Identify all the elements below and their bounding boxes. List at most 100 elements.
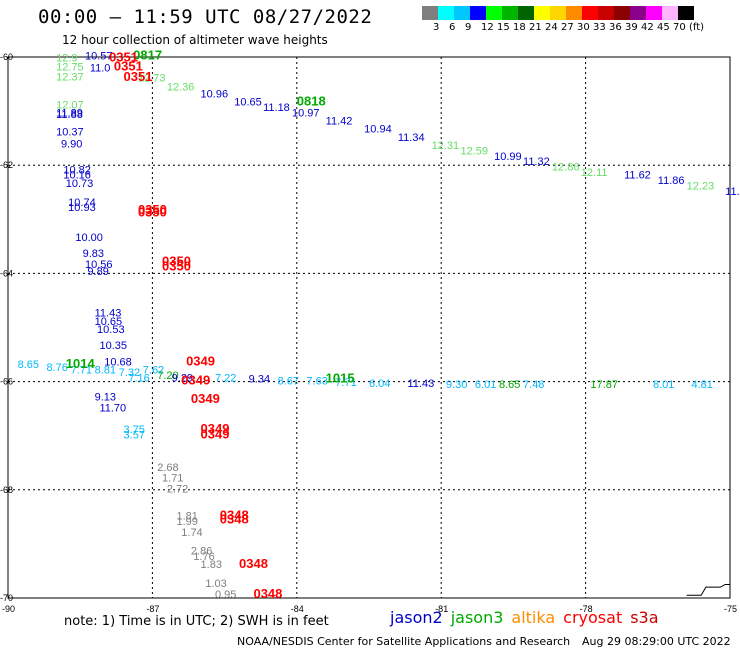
colorbar (422, 6, 694, 25)
wave-height-value: 9.13 (95, 392, 116, 404)
x-tick-label: -78 (580, 604, 593, 614)
colorbar-label: 27 (561, 22, 574, 33)
wave-height-value: 8.67 (278, 375, 299, 387)
wave-height-value: 11.88 (56, 109, 83, 121)
wave-height-value: 11.62 (624, 170, 651, 182)
colorbar-swatch (550, 6, 566, 20)
colorbar-label: 42 (641, 22, 654, 33)
wave-height-value: 11.18 (263, 102, 290, 114)
colorbar-swatch (582, 6, 598, 20)
pass-time-label: 0349 (181, 372, 210, 387)
wave-height-value: 11.93 (725, 186, 740, 198)
wave-height-value: 12.31 (432, 140, 460, 152)
wave-height-value: 10.73 (66, 178, 94, 190)
wave-height-value: 12.86 (552, 162, 580, 174)
legend-s3a: s3a (630, 608, 659, 627)
y-tick-label: -60 (0, 52, 13, 62)
colorbar-swatch (646, 6, 662, 20)
wave-height-value: 3.57 (124, 429, 145, 441)
wave-height-value: 11.89 (56, 108, 83, 120)
wave-height-value: 4.81 (691, 379, 712, 391)
colorbar-swatch (470, 6, 486, 20)
colorbar-swatch (566, 6, 582, 20)
wave-height-value: 8.81 (95, 364, 116, 376)
wave-height-value: 10.97 (292, 108, 320, 120)
pass-time-label: 0350 (138, 205, 167, 220)
wave-height-value: 7.71 (335, 377, 356, 389)
colorbar-swatch (614, 6, 630, 20)
x-tick-label: -84 (291, 604, 304, 614)
wave-height-value: 10.74 (68, 197, 96, 209)
wave-height-value: 11.32 (523, 156, 550, 168)
y-tick-label: -68 (0, 485, 13, 495)
wave-height-value: 1.74 (181, 527, 202, 539)
pass-time-label: 0817 (133, 48, 162, 63)
colorbar-label: 15 (497, 22, 510, 33)
wave-height-value: 12.07 (56, 99, 84, 111)
wave-height-value: 12.59 (460, 145, 488, 157)
x-tick-label: -90 (2, 604, 15, 614)
wave-height-value: 9.34 (249, 374, 270, 386)
colorbar-label: 39 (625, 22, 638, 33)
wave-height-value: 12.9 (56, 52, 77, 64)
wave-height-value: 0.95 (215, 589, 236, 601)
wave-height-value: 10.99 (494, 151, 522, 163)
colorbar-label: 3 (433, 22, 440, 33)
wave-height-value: 1.81 (176, 511, 197, 523)
colorbar-swatch (598, 6, 614, 20)
wave-height-value: 11.34 (398, 132, 425, 144)
wave-height-value: 1.03 (205, 578, 226, 590)
page-subtitle: 12 hour collection of altimeter wave hei… (62, 33, 328, 47)
wave-height-value: 10.35 (99, 340, 127, 352)
colorbar-labels: 3 6 9 12 15 18 21 24 27 30 33 36 39 42 45 70 (ft) (422, 22, 740, 36)
colorbar-label: 6 (449, 22, 456, 33)
wave-height-value: 3.75 (124, 424, 145, 436)
y-tick-label: -64 (0, 268, 13, 278)
wave-height-value: 10.56 (85, 259, 113, 271)
wave-height-value: 11.42 (326, 116, 353, 128)
colorbar-label: 45 (657, 22, 670, 33)
wave-height-value: 10.96 (201, 89, 229, 101)
wave-height-value: 10.94 (364, 124, 392, 136)
generated-timestamp: Aug 29 08:29:00 UTC 2022 (582, 635, 731, 648)
wave-height-value: 7.20 (157, 370, 178, 382)
wave-height-value: 8.76 (47, 362, 68, 374)
wave-height-value: 9.83 (83, 248, 104, 260)
wave-height-value: 10.82 (63, 164, 91, 176)
colorbar-swatch (662, 6, 678, 20)
wave-height-value: 10.65 (95, 316, 123, 328)
colorbar-label: 30 (577, 22, 590, 33)
colorbar-label: 36 (609, 22, 622, 33)
wave-height-value: 1.99 (176, 516, 197, 528)
pass-time-label: 0351 (124, 69, 153, 84)
colorbar-swatch (534, 6, 550, 20)
pass-time-label: 1014 (66, 356, 96, 371)
colorbar-swatch (454, 6, 470, 20)
legend-cryosat: cryosat (563, 608, 623, 627)
wave-height-value: 9.29 (172, 373, 193, 385)
pass-time-label: 0348 (220, 508, 249, 523)
wave-height-value: 7.63 (306, 375, 327, 387)
pass-time-label: 0350 (162, 259, 191, 274)
colorbar-swatch (422, 6, 438, 20)
wave-height-value: 11.70 (99, 402, 126, 414)
y-tick-label: -66 (0, 377, 13, 387)
colorbar-swatch (486, 6, 502, 20)
wave-height-value: 2.86 (191, 546, 212, 558)
pass-time-label: 0351 (114, 59, 143, 74)
wave-height-value: 12.11 (581, 167, 608, 179)
colorbar-label: 33 (593, 22, 606, 33)
wave-height-value: 11.43 (95, 308, 122, 320)
colorbar-label: (ft) (689, 22, 705, 33)
wave-height-value: 7.48 (523, 379, 544, 391)
wave-height-value: 6.01 (475, 379, 496, 391)
colorbar-swatch (502, 6, 518, 20)
credit-text: NOAA/NESDIS Center for Satellite Applica… (237, 635, 571, 648)
colorbar-swatch (438, 6, 454, 20)
wave-height-value: 8.65 (18, 359, 39, 371)
colorbar-label: 12 (481, 22, 494, 33)
colorbar-label: 9 (465, 22, 472, 33)
footer-note: note: 1) Time is in UTC; 2) SWH is in fe… (64, 614, 329, 629)
pass-time-label: 0818 (297, 94, 326, 109)
map-frame (7, 56, 731, 599)
